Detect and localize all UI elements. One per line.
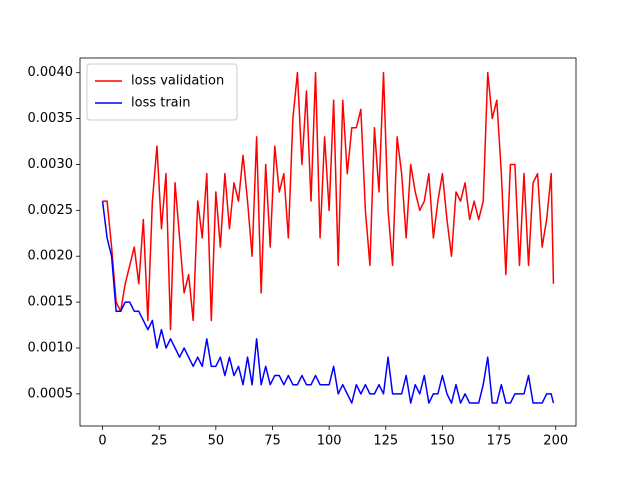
y-tick-label: 0.0040 [28,65,74,80]
legend-label: loss validation [131,74,224,89]
line-series [101,201,555,404]
x-tick-label: 100 [317,434,342,449]
line-series [102,71,555,331]
x-tick-label: 125 [373,434,398,449]
x-tick-label: 75 [264,434,281,449]
x-tick-label: 50 [208,434,225,449]
y-tick-label: 0.0020 [28,249,74,264]
x-tick-label: 25 [151,434,168,449]
y-tick-label: 0.0025 [28,203,74,218]
x-tick-label: 150 [430,434,455,449]
y-tick-label: 0.0030 [28,157,74,172]
legend-label: loss train [131,96,191,111]
legend-box [86,63,238,121]
plot-frame [79,57,577,427]
y-tick-label: 0.0005 [28,386,74,401]
x-tick-label: 200 [543,434,568,449]
x-tick-label: 175 [487,434,512,449]
x-tick-label: 0 [98,434,106,449]
y-tick-label: 0.0010 [28,340,74,355]
y-tick-label: 0.0015 [28,295,74,310]
y-tick-label: 0.0035 [28,111,74,126]
